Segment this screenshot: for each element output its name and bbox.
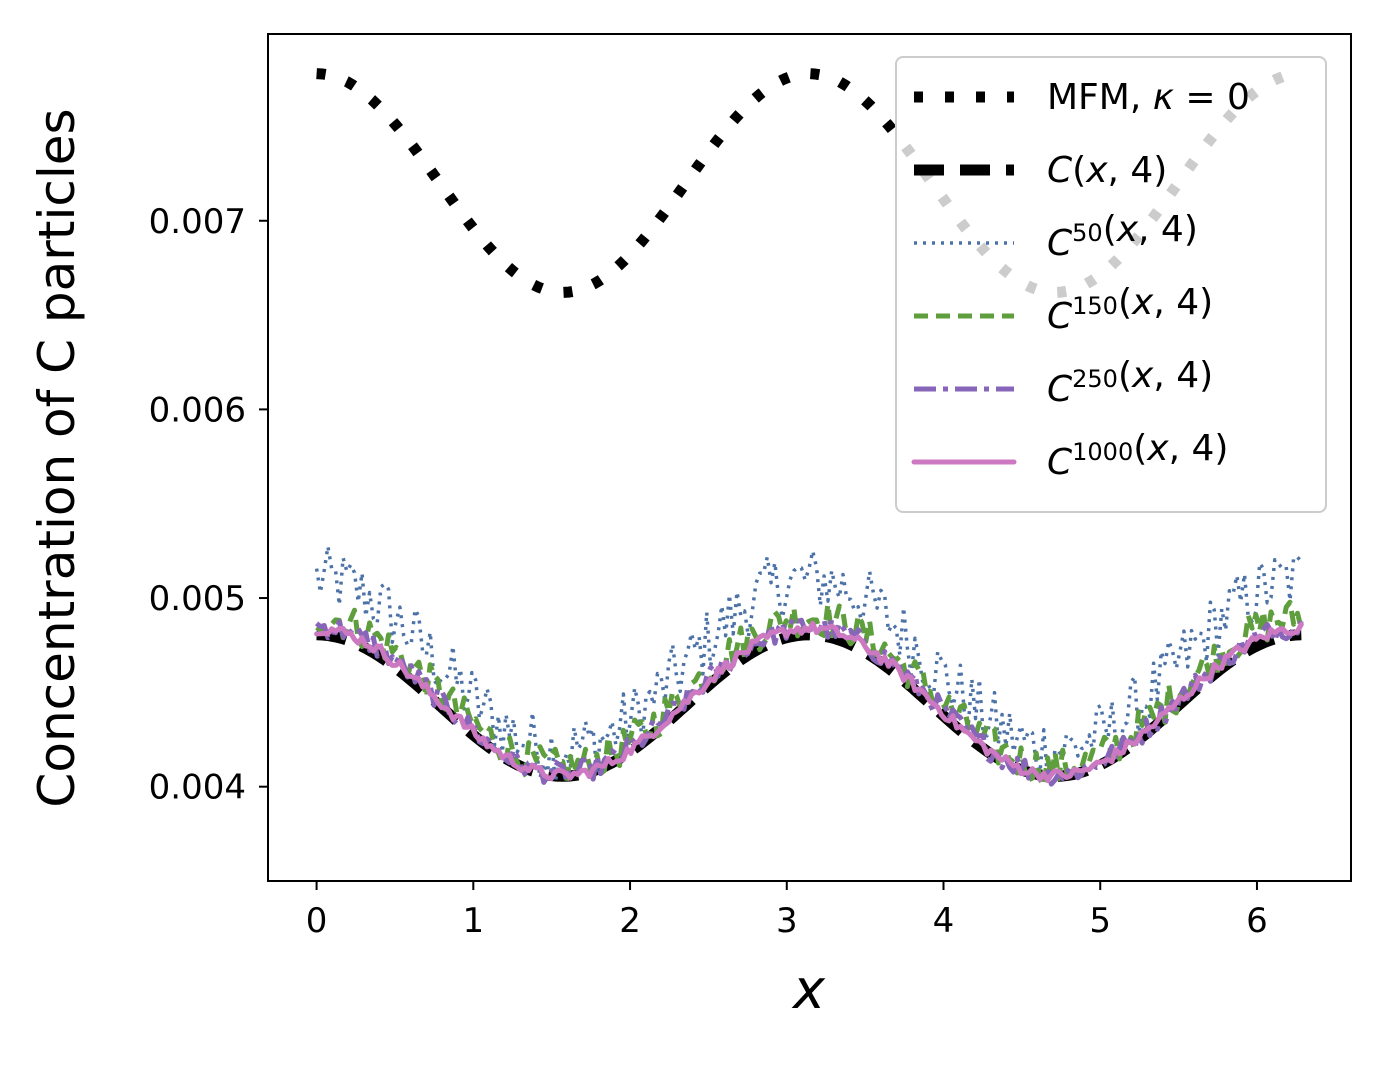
plot-frame [267, 33, 1352, 882]
legend-box [895, 56, 1327, 513]
legend-label-c50: C50(x, 4) [1047, 209, 1198, 264]
y-tick-label: 0.007 [149, 202, 246, 242]
y-tick-label: 0.004 [149, 768, 246, 808]
series-line-c150 [315, 599, 1304, 789]
axis-ticks: 0 1 2 3 4 5 6 0.004 0.005 0.006 0.007 [149, 202, 1268, 941]
legend-label-c250: C250(x, 4) [1047, 355, 1213, 410]
x-tick-label: 6 [1246, 901, 1268, 941]
y-tick-label: 0.005 [149, 579, 246, 619]
x-tick-label: 2 [619, 901, 641, 941]
legend-label-c1000: C1000(x, 4) [1047, 428, 1228, 483]
x-tick-label: 0 [306, 901, 328, 941]
legend: MFM, κ = 0 C(x, 4) C50(x, 4) C150(x, 4) C250… [895, 56, 1327, 513]
legend-label-c150: C150(x, 4) [1047, 282, 1213, 337]
x-axis-label: x [791, 958, 826, 1021]
series-line-c1000 [314, 620, 1304, 784]
x-tick-label: 5 [1089, 901, 1111, 941]
x-tick-label: 3 [776, 901, 798, 941]
series-line-c50 [314, 544, 1303, 784]
y-tick-label: 0.006 [149, 390, 246, 430]
y-axis-label: Concentration of C particles [28, 108, 86, 807]
x-tick-label: 4 [933, 901, 955, 941]
legend-label-mfm: MFM, κ = 0 [1047, 77, 1250, 118]
x-tick-label: 1 [462, 901, 484, 941]
legend-label-c-exact: C(x, 4) [1047, 150, 1167, 191]
